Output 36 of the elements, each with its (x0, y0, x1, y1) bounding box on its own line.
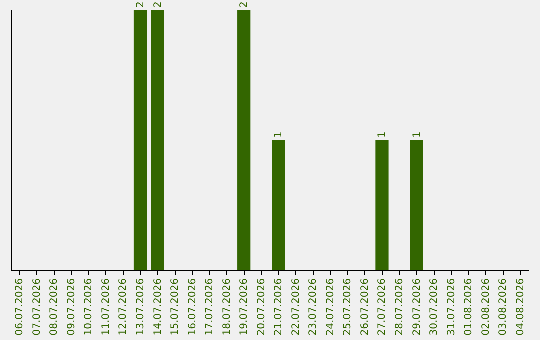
data-label: 1 (274, 132, 285, 138)
x-tick-label: 20.07.2026 (256, 278, 268, 336)
x-tick-label: 22.07.2026 (290, 278, 302, 336)
x-tick-label: 17.07.2026 (204, 278, 216, 336)
x-tick-label: 15.07.2026 (170, 278, 182, 336)
x-tick-label: 27.07.2026 (377, 278, 388, 336)
x-tick-label: 08.07.2026 (49, 278, 60, 336)
data-label: 2 (152, 2, 164, 8)
x-tick-label: 23.07.2026 (308, 278, 320, 336)
x-tick-label: 03.08.2026 (498, 278, 510, 336)
x-tick-label: 12.07.2026 (118, 278, 130, 336)
x-tick-label: 14.07.2026 (152, 278, 164, 336)
x-tick-label: 13.07.2026 (136, 278, 146, 336)
x-tick-label: 24.07.2026 (325, 278, 336, 336)
x-tick-label: 11.07.2026 (100, 278, 112, 336)
data-label: 1 (412, 132, 423, 138)
x-tick-label: 31.07.2026 (446, 278, 458, 336)
x-tick-label: 28.07.2026 (394, 278, 406, 336)
x-tick-label: 25.07.2026 (342, 278, 354, 336)
x-tick-label: 06.07.2026 (14, 278, 26, 336)
data-label: 2 (136, 2, 146, 8)
x-tick-label: 07.07.2026 (32, 278, 43, 336)
x-tick-label: 18.07.2026 (222, 278, 233, 336)
x-tick-label: 04.08.2026 (515, 278, 526, 336)
x-tick-label: 09.07.2026 (66, 278, 78, 336)
x-tick-label: 01.08.2026 (464, 278, 475, 336)
x-tick-label: 21.07.2026 (274, 278, 285, 336)
x-tick-label: 30.07.2026 (429, 278, 440, 336)
x-tick-label: 29.07.2026 (412, 278, 423, 336)
x-tick-label: 16.07.2026 (187, 278, 198, 336)
x-tick-label: 26.07.2026 (360, 278, 371, 336)
data-label: 2 (239, 2, 250, 8)
x-tick-label: 19.07.2026 (239, 278, 250, 336)
x-tick-label: 10.07.2026 (84, 278, 95, 336)
x-tick-label: 02.08.2026 (480, 278, 492, 336)
data-label: 1 (377, 132, 388, 138)
